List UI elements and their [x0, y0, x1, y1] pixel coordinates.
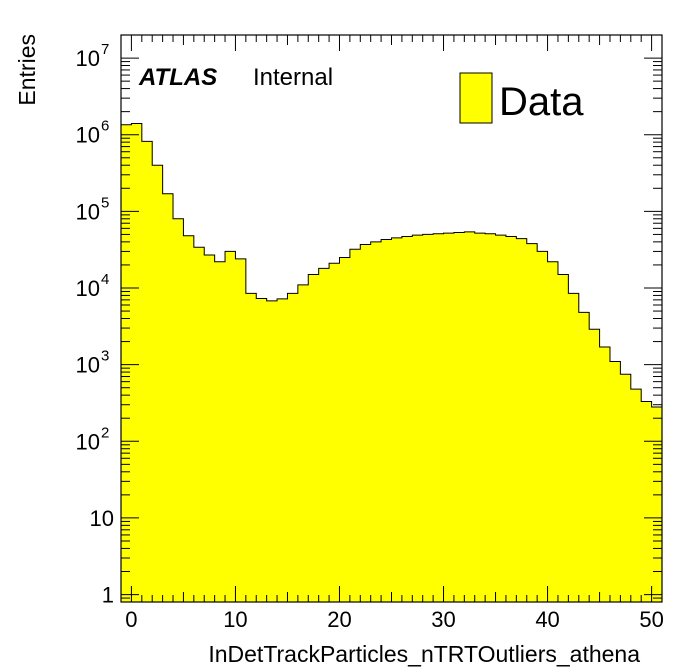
histogram-bin: [557, 274, 569, 602]
y-tick-label: 10: [76, 353, 100, 378]
histogram-bin: [318, 268, 330, 602]
histogram-bin: [505, 236, 517, 602]
histogram-bin: [225, 251, 237, 602]
axis-ticks: [120, 34, 663, 603]
histogram-bin: [495, 235, 507, 602]
histogram-bars: [121, 123, 663, 603]
y-tick-label: 10: [90, 506, 114, 531]
histogram-bin: [131, 123, 143, 602]
histogram-bin: [214, 261, 226, 602]
histogram-bin: [422, 234, 434, 602]
histogram-bin: [360, 244, 372, 603]
atlas-label: ATLAS: [138, 64, 217, 91]
histogram-bin: [329, 263, 341, 602]
histogram-bin: [620, 374, 632, 602]
y-tick-label: 10: [76, 46, 100, 71]
histogram-bin: [204, 254, 216, 603]
histogram-bin: [173, 218, 185, 602]
histogram-bin: [630, 389, 642, 602]
histogram-bin: [453, 232, 465, 602]
histogram-bin: [391, 237, 403, 602]
histogram-bin: [485, 233, 497, 602]
histogram-bin: [266, 300, 278, 602]
histogram-bin: [526, 243, 538, 602]
histogram-bin: [641, 401, 653, 602]
histogram-bin: [277, 298, 289, 602]
histogram-bin: [433, 233, 445, 602]
histogram-bin: [256, 298, 268, 602]
histogram-bin: [401, 236, 413, 602]
histogram-bin: [589, 329, 601, 602]
histogram-bin: [349, 249, 361, 602]
y-tick-exponent: 3: [101, 348, 109, 365]
histogram-bin: [464, 231, 476, 603]
histogram-bin: [568, 293, 580, 602]
histogram-bin: [578, 312, 590, 602]
legend-label: Data: [499, 80, 584, 124]
histogram-bin: [121, 124, 133, 603]
y-tick-exponent: 5: [101, 194, 109, 211]
histogram-bin: [516, 238, 528, 603]
x-tick-label: 50: [639, 607, 663, 632]
x-tick-label: 20: [327, 607, 351, 632]
y-axis-title: Entries: [14, 34, 40, 106]
histogram-bin: [152, 165, 164, 602]
histogram-bin: [547, 261, 559, 602]
histogram-bin: [162, 193, 174, 603]
histogram-bin: [474, 233, 486, 602]
x-tick-label: 40: [535, 607, 559, 632]
y-tick-label: 1: [102, 583, 114, 608]
histogram-bin: [370, 241, 382, 602]
y-tick-label: 10: [76, 429, 100, 454]
histogram-bin: [412, 235, 424, 602]
internal-label: Internal: [253, 64, 333, 91]
y-tick-exponent: 4: [101, 271, 109, 288]
histogram-bin: [193, 247, 205, 602]
y-tick-label: 10: [76, 123, 100, 148]
histogram-bin: [381, 239, 393, 602]
histogram-bin: [183, 235, 195, 602]
histogram-bin: [651, 407, 663, 602]
histogram-bin: [245, 293, 257, 602]
legend-swatch: [459, 72, 493, 124]
y-tick-label: 10: [76, 276, 100, 301]
histogram-bin: [339, 257, 351, 602]
x-tick-labels: 0 10 20 30 40 50: [125, 607, 664, 632]
y-tick-exponent: 6: [101, 118, 109, 135]
histogram-bin: [287, 293, 299, 602]
histogram-bin: [141, 141, 153, 602]
histogram-bin: [235, 258, 247, 602]
histogram-bin: [443, 233, 455, 602]
histogram-bin: [609, 361, 621, 602]
histogram-bin: [537, 251, 549, 602]
x-axis-title: InDetTrackParticles_nTRTOutliers_athena: [208, 641, 640, 667]
histogram-outline: [121, 123, 662, 408]
x-tick-label: 10: [223, 607, 247, 632]
y-tick-exponent: 7: [101, 41, 109, 58]
y-tick-exponent: 2: [101, 424, 109, 441]
histogram-bin: [599, 346, 611, 602]
y-tick-label: 10: [76, 199, 100, 224]
x-tick-label: 30: [431, 607, 455, 632]
histogram-bin: [308, 274, 320, 602]
x-tick-label: 0: [125, 607, 137, 632]
histogram-bin: [297, 284, 309, 602]
